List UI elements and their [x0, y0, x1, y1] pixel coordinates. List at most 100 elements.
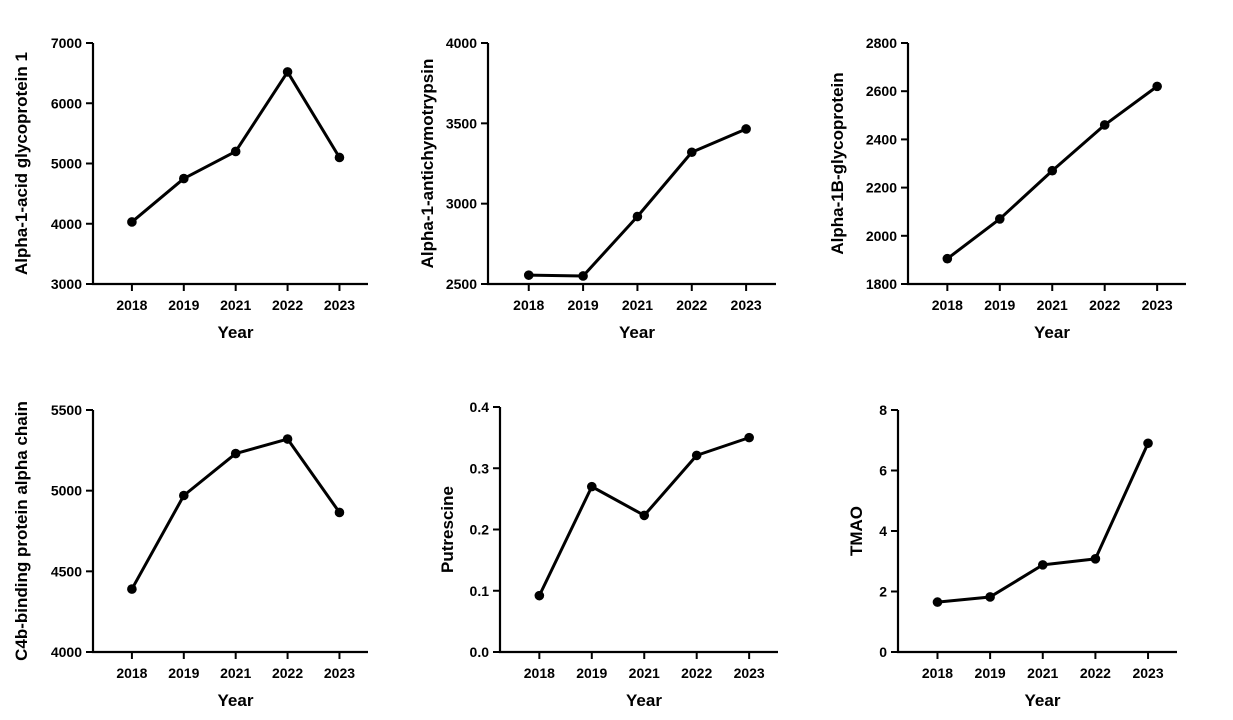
x-tick-label: 2018	[513, 297, 544, 313]
data-point	[334, 507, 345, 518]
data-point	[282, 434, 293, 444]
y-tick-label: 4000	[446, 35, 477, 51]
x-tick-label: 2021	[220, 297, 251, 313]
y-axis-title: TMAO	[847, 506, 866, 556]
y-tick-label: 6000	[51, 95, 82, 111]
x-tick-label: 2021	[629, 665, 660, 681]
y-tick-label: 5500	[51, 402, 82, 418]
x-axis-title: Year	[1034, 323, 1070, 342]
x-axis-title: Year	[626, 691, 662, 710]
data-point	[230, 448, 241, 459]
x-tick-label: 2018	[524, 665, 555, 681]
y-tick-label: 0.2	[470, 522, 490, 538]
y-tick-label: 0.4	[470, 399, 490, 415]
data-point	[691, 450, 702, 461]
y-tick-label: 2400	[866, 131, 897, 147]
y-tick-label: 5000	[51, 483, 82, 499]
x-tick-label: 2022	[1080, 665, 1111, 681]
x-tick-label: 2019	[975, 665, 1006, 681]
axis-lines	[906, 43, 1186, 286]
data-point	[985, 592, 995, 602]
series-line	[528, 127, 747, 278]
x-axis-title: Year	[218, 323, 254, 342]
data-point	[942, 253, 953, 264]
x-tick-label: 2019	[168, 297, 199, 313]
chart-panel-1: 3000 4000 5000 6000 7000 2018 2019 2021 2022 2023…	[12, 35, 368, 342]
data-point	[1090, 554, 1101, 564]
data-point	[632, 211, 643, 222]
y-tick-label: 4000	[51, 216, 82, 232]
y-tick-label: 3000	[446, 196, 477, 212]
chart-panel-4: 4000 4500 5000 5500 2018 2019 2021 2022 2023 Year…	[12, 401, 368, 710]
x-tick-label: 2023	[324, 297, 355, 313]
y-tick-label: 2	[879, 584, 887, 600]
y-tick-label: 0.0	[470, 644, 490, 660]
y-axis-title: Alpha-1-antichymotrypsin	[418, 59, 437, 269]
data-point	[741, 124, 751, 134]
y-tick-label: 0.3	[470, 460, 490, 476]
y-tick-label: 3000	[51, 276, 82, 292]
y-tick-label: 7000	[51, 35, 82, 51]
data-point	[523, 270, 534, 280]
series-line	[130, 437, 341, 590]
y-tick-label: 2500	[446, 276, 477, 292]
y-tick-label: 4000	[51, 644, 82, 660]
x-tick-label: 2019	[568, 297, 599, 313]
y-tick-label: 4	[879, 523, 887, 539]
x-tick-label: 2019	[168, 665, 199, 681]
y-tick-label: 2800	[866, 35, 897, 51]
x-tick-label: 2023	[734, 665, 765, 681]
data-point	[639, 510, 650, 521]
x-tick-label: 2022	[272, 665, 303, 681]
y-tick-label: 2600	[866, 83, 897, 99]
data-point	[534, 590, 545, 601]
x-tick-label: 2021	[1037, 297, 1068, 313]
x-axis-title: Year	[1025, 691, 1061, 710]
data-point	[127, 217, 137, 227]
axis-lines	[498, 407, 778, 654]
data-point	[1143, 438, 1153, 449]
x-tick-label: 2018	[932, 297, 963, 313]
axis-lines	[91, 43, 368, 286]
y-tick-label: 1800	[866, 276, 897, 292]
x-tick-label: 2019	[984, 297, 1015, 313]
series-line	[937, 442, 1150, 604]
x-tick-label: 2023	[1132, 665, 1163, 681]
y-axis-title: Alpha-1B-glycoprotein	[828, 72, 847, 254]
x-tick-label: 2021	[220, 665, 251, 681]
data-point	[1099, 120, 1110, 130]
data-point	[578, 271, 588, 281]
y-tick-label: 4500	[51, 563, 82, 579]
data-point	[230, 146, 241, 157]
y-tick-label: 8	[879, 402, 887, 418]
axis-lines	[486, 43, 776, 286]
chart-panel-5: 0.0 0.1 0.2 0.3 0.4 2018 2019 2021 2022 2023 Year P…	[438, 399, 778, 710]
y-axis-title: C4b-binding protein alpha chain	[12, 401, 31, 661]
axis-lines	[896, 410, 1177, 654]
data-point	[282, 67, 293, 77]
data-point	[1047, 165, 1058, 176]
chart-panel-6: 0 2 4 6 8 2018 2019 2021 2022 2023 Year TMAO	[847, 402, 1177, 710]
y-tick-label: 6	[879, 463, 887, 479]
x-tick-label: 2022	[1089, 297, 1120, 313]
x-axis-title: Year	[218, 691, 254, 710]
data-point	[586, 481, 597, 492]
data-point	[334, 152, 345, 163]
x-tick-label: 2021	[622, 297, 653, 313]
x-tick-label: 2021	[1027, 665, 1058, 681]
x-tick-label: 2022	[681, 665, 712, 681]
y-tick-label: 5000	[51, 156, 82, 172]
y-tick-label: 2200	[866, 180, 897, 196]
data-point	[1152, 81, 1162, 92]
x-tick-label: 2023	[731, 297, 762, 313]
data-point	[686, 147, 697, 158]
y-tick-label: 2000	[866, 228, 897, 244]
data-point	[1037, 560, 1048, 570]
y-axis-title: Putrescine	[438, 486, 457, 573]
data-point	[994, 214, 1005, 224]
data-point	[179, 173, 189, 184]
x-axis-title: Year	[619, 323, 655, 342]
x-tick-label: 2022	[676, 297, 707, 313]
x-tick-label: 2023	[1142, 297, 1173, 313]
